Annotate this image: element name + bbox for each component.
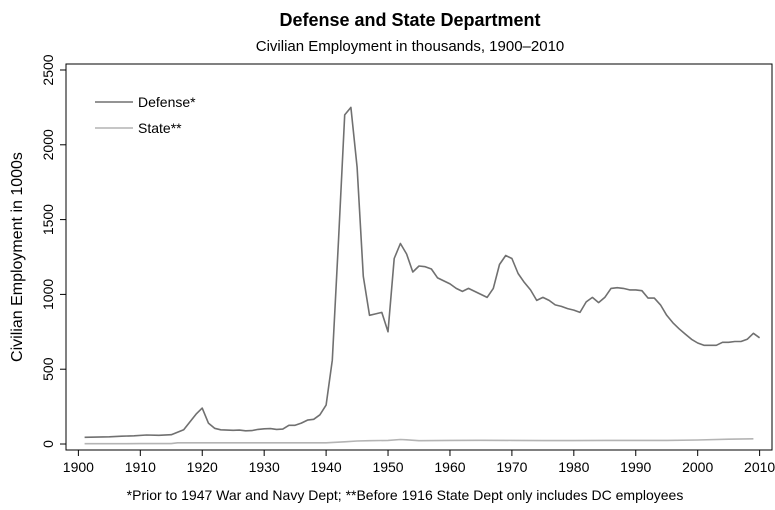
x-tick-label: 1930 [249,459,280,475]
plot-frame [65,63,773,451]
x-tick-label: 2010 [744,459,775,475]
x-tick-label: 1920 [187,459,218,475]
series-line-state [84,438,754,445]
y-tick-label: 1000 [40,279,56,310]
legend-label-state: State** [138,120,182,136]
y-tick-label: 1500 [40,204,56,235]
y-tick-label: 2500 [40,54,56,85]
chart-subtitle: Civilian Employment in thousands, 1900–2… [256,38,565,55]
x-tick-label: 2000 [682,459,713,475]
y-tick-label: 500 [40,357,56,381]
chart-title: Defense and State Department [279,10,540,30]
legend-label-defense: Defense* [138,94,196,110]
y-tick-label: 2000 [40,129,56,160]
series-line-defense [84,106,761,439]
x-tick-label: 1950 [372,459,403,475]
x-tick-label: 1900 [63,459,94,475]
legend: Defense* State** [95,94,196,136]
x-tick-label: 1960 [434,459,465,475]
y-axis-label: Civilian Employment in 1000s [9,152,26,362]
x-tick-label: 1980 [558,459,589,475]
x-axis: 1900 1910 1920 1930 1940 1950 1960 1970 1980 1990… [63,450,775,475]
series-group [84,106,761,445]
y-tick-label: 0 [40,440,56,448]
x-tick-label: 1970 [496,459,527,475]
x-tick-label: 1940 [311,459,342,475]
chart-footnote: *Prior to 1947 War and Navy Dept; **Befo… [127,487,684,503]
x-tick-label: 1910 [125,459,156,475]
x-tick-label: 1990 [620,459,651,475]
y-axis: 0 500 1000 1500 2000 2500 [40,54,66,448]
